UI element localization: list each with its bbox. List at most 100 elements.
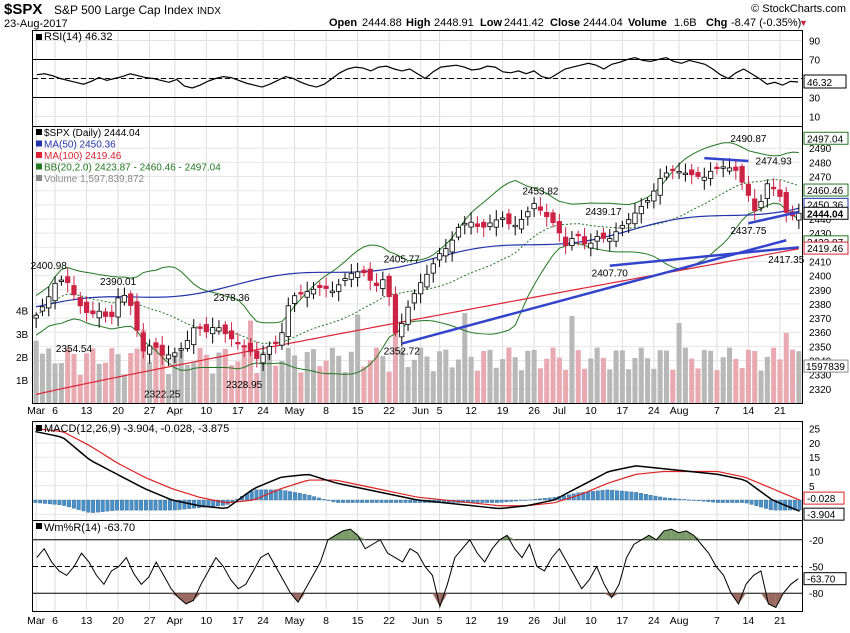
candle-body (222, 324, 228, 334)
price-tick-label: 2370 (809, 314, 832, 325)
candle (348, 263, 354, 288)
volume-bar (462, 313, 468, 403)
candle (745, 175, 752, 202)
candle (481, 219, 487, 237)
candles (33, 158, 802, 371)
volume-bar (411, 359, 417, 403)
macd-hist-bar (81, 499, 86, 512)
volume-bar (449, 367, 455, 403)
rsi-legend-swatch (36, 34, 42, 40)
volume-bar (544, 358, 550, 403)
lower-x-tick-label: 21 (774, 615, 786, 627)
volume-bar (216, 352, 222, 403)
candle-body (663, 172, 670, 178)
lower-x-tick-label: 5 (437, 615, 443, 627)
macd-hist-bar (71, 499, 76, 509)
volume-bar (178, 348, 184, 403)
candle (771, 178, 777, 196)
macd-hist-bar (773, 499, 778, 511)
volume-bar (90, 348, 96, 403)
volume-bar (708, 350, 714, 403)
volume-bar (500, 359, 506, 403)
candle (506, 208, 512, 230)
macd-hist-bar (384, 499, 389, 503)
macd-hist-bar (490, 499, 494, 503)
candle-body (102, 311, 109, 317)
candle (392, 286, 399, 337)
candle-body (115, 297, 121, 318)
volume-bar (77, 374, 83, 403)
macd-right-tag: -0.028 (803, 491, 845, 505)
candle (165, 345, 172, 366)
candle (298, 284, 304, 300)
candle-body (531, 203, 537, 210)
price-tick-label: 2400 (809, 272, 832, 283)
candle (518, 210, 525, 234)
candle (563, 227, 569, 255)
close-label: Close (550, 17, 580, 29)
volume-bar (392, 293, 398, 403)
volume-bar (121, 374, 127, 403)
lower-x-tick-label: 6 (52, 615, 58, 627)
macd-hist-bar (331, 499, 336, 503)
volume-bar (191, 361, 197, 403)
candle-body (462, 222, 468, 226)
candle (569, 231, 575, 251)
candle-body (52, 282, 58, 302)
candle-body (455, 227, 462, 238)
willr-oversold-fill (193, 593, 201, 601)
lower-x-tick-label: 17 (617, 615, 629, 627)
macd-hist-bar (663, 497, 667, 501)
candle (405, 300, 411, 332)
candle (670, 165, 676, 180)
candle (493, 210, 499, 237)
volume-bar (260, 352, 266, 403)
price-right-tag-box (803, 131, 849, 145)
willr-panel (32, 520, 803, 612)
lower-x-tick-label: 24 (648, 615, 660, 627)
macd-tick-label: 5 (809, 482, 815, 493)
candle-body (544, 212, 550, 218)
lower-x-tick-label: 8 (323, 615, 329, 627)
volume-value: 1.6B (674, 17, 697, 29)
candle-body (550, 212, 556, 224)
candle (657, 168, 663, 205)
lower-x-tick-label: Jun (412, 615, 429, 627)
volume-bar (600, 357, 606, 403)
candle (210, 317, 216, 344)
macd-hist-bar (514, 499, 518, 502)
candle-body (273, 341, 279, 345)
price-panel (32, 126, 803, 404)
price-annotation: 2490.87 (730, 134, 767, 145)
volume-bar (493, 367, 499, 403)
macd-histogram (33, 489, 802, 513)
candle-body (563, 236, 569, 246)
candle-body (739, 166, 745, 183)
candle-body (506, 213, 512, 225)
index-name: S&P 500 Large Cap Index (54, 3, 193, 17)
willr-tick-label: -20 (809, 536, 824, 547)
volume-bar (569, 315, 575, 403)
macd-hist-bar (739, 499, 744, 503)
low-label: Low (480, 17, 502, 29)
candle (228, 322, 235, 347)
price-chart: 2490248024702460245024402430242024102400… (16, 128, 849, 403)
x-tick-label: Mar (27, 405, 46, 417)
volume-bar (367, 360, 373, 403)
candle (46, 286, 52, 317)
lower-x-tick-label: 17 (232, 615, 244, 627)
willr-overbought-fill (663, 529, 672, 540)
candle (380, 271, 386, 297)
macd-hist-bar (590, 491, 595, 501)
macd-hist-bar (499, 499, 504, 503)
macd-hist-bar (398, 499, 403, 503)
macd-hist-bar (475, 499, 480, 503)
macd-hist-bar (744, 499, 749, 504)
candle (739, 163, 745, 190)
candle (663, 165, 670, 181)
lower-x-tick-label: 27 (144, 615, 156, 627)
x-tick-label: 27 (144, 405, 156, 417)
macd-hist-bar (667, 497, 672, 501)
volume-bar (317, 366, 323, 403)
lower-x-tick-label: 20 (112, 615, 124, 627)
